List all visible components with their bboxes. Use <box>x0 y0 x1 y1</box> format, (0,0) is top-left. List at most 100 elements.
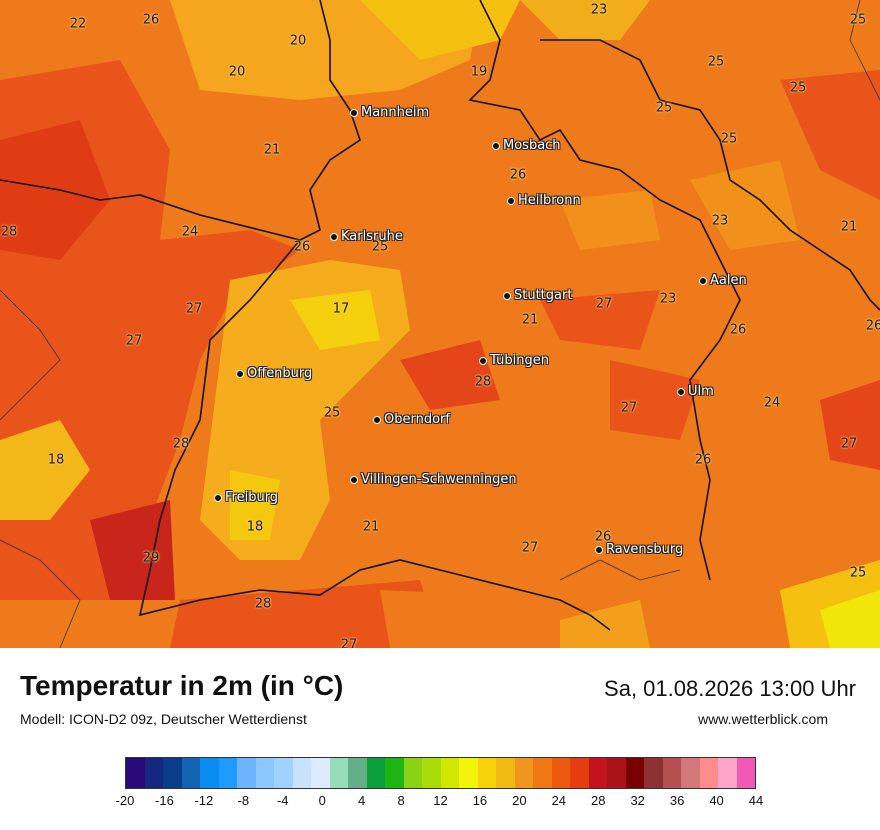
legend-swatch <box>144 758 163 788</box>
legend-tick-label: -8 <box>237 793 250 808</box>
temperature-field <box>0 0 880 648</box>
city-name: Heilbronn <box>518 193 581 209</box>
legend-swatch <box>348 758 367 788</box>
legend-swatch <box>496 758 515 788</box>
temperature-label: 26 <box>509 167 527 183</box>
city-marker-oberndorf: Oberndorf <box>373 411 450 429</box>
temperature-label: 25 <box>720 131 738 147</box>
legend-tick-label: 4 <box>358 793 366 808</box>
temperature-label: 26 <box>694 452 712 468</box>
legend-swatch <box>274 758 293 788</box>
temperature-label: 28 <box>474 374 492 390</box>
legend-swatch <box>699 758 718 788</box>
legend-tick-label: 20 <box>512 793 527 808</box>
city-marker-aalen: Aalen <box>699 272 747 290</box>
temperature-label: 23 <box>659 291 677 307</box>
legend-swatch <box>459 758 478 788</box>
city-dot-icon <box>373 415 381 424</box>
legend-tick-label: -20 <box>115 793 135 808</box>
legend-swatch <box>551 758 570 788</box>
legend-swatch <box>718 758 737 788</box>
temperature-label: 25 <box>323 405 341 421</box>
city-name: Ravensburg <box>606 542 684 558</box>
model-credit: Modell: ICON-D2 09z, Deutscher Wetterdie… <box>20 711 307 727</box>
legend-tick-label: -12 <box>194 793 214 808</box>
legend-tick-label: 24 <box>551 793 567 808</box>
temperature-label: 27 <box>620 400 638 416</box>
city-name: Tübingen <box>490 353 549 369</box>
city-marker-stuttgart: Stuttgart <box>503 287 572 305</box>
legend-swatch <box>440 758 459 788</box>
map-title: Temperatur in 2m (in °C) <box>20 670 344 701</box>
temperature-label: 26 <box>293 239 311 255</box>
legend-tick-label: 28 <box>591 793 606 808</box>
city-dot-icon <box>492 141 500 150</box>
temperature-label: 26 <box>729 322 747 338</box>
legend-swatch <box>644 758 663 788</box>
temperature-label: 25 <box>849 565 867 581</box>
temperature-label: 21 <box>263 142 281 158</box>
temperature-label: 25 <box>789 80 807 96</box>
temperature-label: 28 <box>254 596 272 612</box>
city-dot-icon <box>330 232 338 241</box>
legend-swatch <box>200 758 219 788</box>
legend-tick-label: -4 <box>276 793 289 808</box>
legend-swatch <box>126 758 145 788</box>
legend-swatch <box>237 758 256 788</box>
city-dot-icon <box>350 475 358 484</box>
legend-swatch <box>385 758 404 788</box>
temperature-label: 25 <box>655 100 673 116</box>
city-marker-villingen-schwenningen: Villingen-Schwenningen <box>350 471 517 489</box>
legend-swatch <box>366 758 385 788</box>
legend-tick-label: -16 <box>155 793 174 808</box>
city-dot-icon <box>699 276 707 285</box>
temperature-label: 26 <box>865 318 880 334</box>
legend-swatch <box>311 758 330 788</box>
forecast-datetime: Sa, 01.08.2026 13:00 Uhr <box>604 676 856 701</box>
city-marker-mannheim: Mannheim <box>350 104 429 122</box>
legend-swatch <box>422 758 441 788</box>
temperature-label: 29 <box>142 550 160 566</box>
legend-swatch <box>662 758 681 788</box>
temperature-label: 27 <box>185 301 203 317</box>
city-marker-ravensburg: Ravensburg <box>595 541 683 559</box>
temperature-label: 24 <box>763 395 781 411</box>
legend-swatch <box>218 758 237 788</box>
temperature-label: 28 <box>0 224 18 240</box>
legend-swatch <box>625 758 644 788</box>
city-name: Freiburg <box>225 490 279 506</box>
temperature-label: 20 <box>289 33 307 49</box>
legend-tick-label: 0 <box>318 793 326 808</box>
temperature-label: 26 <box>142 12 160 28</box>
city-name: Stuttgart <box>514 288 573 304</box>
legend-swatch <box>477 758 496 788</box>
temperature-label: 21 <box>426 473 444 489</box>
city-name: Mannheim <box>361 105 430 121</box>
temperature-label: 25 <box>849 12 867 28</box>
legend-swatch <box>514 758 533 788</box>
legend-tick-label: 40 <box>709 793 724 808</box>
legend-tick-label: 44 <box>748 793 764 808</box>
city-dot-icon <box>595 545 603 554</box>
city-marker-offenburg: Offenburg <box>236 365 312 383</box>
legend-tick-label: 32 <box>630 793 645 808</box>
legend-swatch <box>292 758 311 788</box>
temperature-label: 24 <box>181 224 199 240</box>
temperature-label: 26 <box>594 529 612 545</box>
legend-tick-label: 36 <box>669 793 685 808</box>
city-marker-freiburg: Freiburg <box>214 489 278 507</box>
temperature-label: 23 <box>590 2 608 18</box>
city-marker-mosbach: Mosbach <box>492 137 561 155</box>
temperature-label: 27 <box>521 540 539 556</box>
temperature-label: 18 <box>246 519 264 535</box>
city-name: Ulm <box>688 384 714 400</box>
city-dot-icon <box>507 196 515 205</box>
temperature-label: 21 <box>521 312 539 328</box>
temperature-label: 27 <box>840 436 858 452</box>
temperature-label: 22 <box>69 16 87 32</box>
temperature-label: 25 <box>707 54 725 70</box>
color-scale-legend <box>125 757 756 789</box>
city-dot-icon <box>677 387 685 396</box>
legend-swatch <box>681 758 700 788</box>
city-marker-tuebingen: Tübingen <box>479 352 549 370</box>
